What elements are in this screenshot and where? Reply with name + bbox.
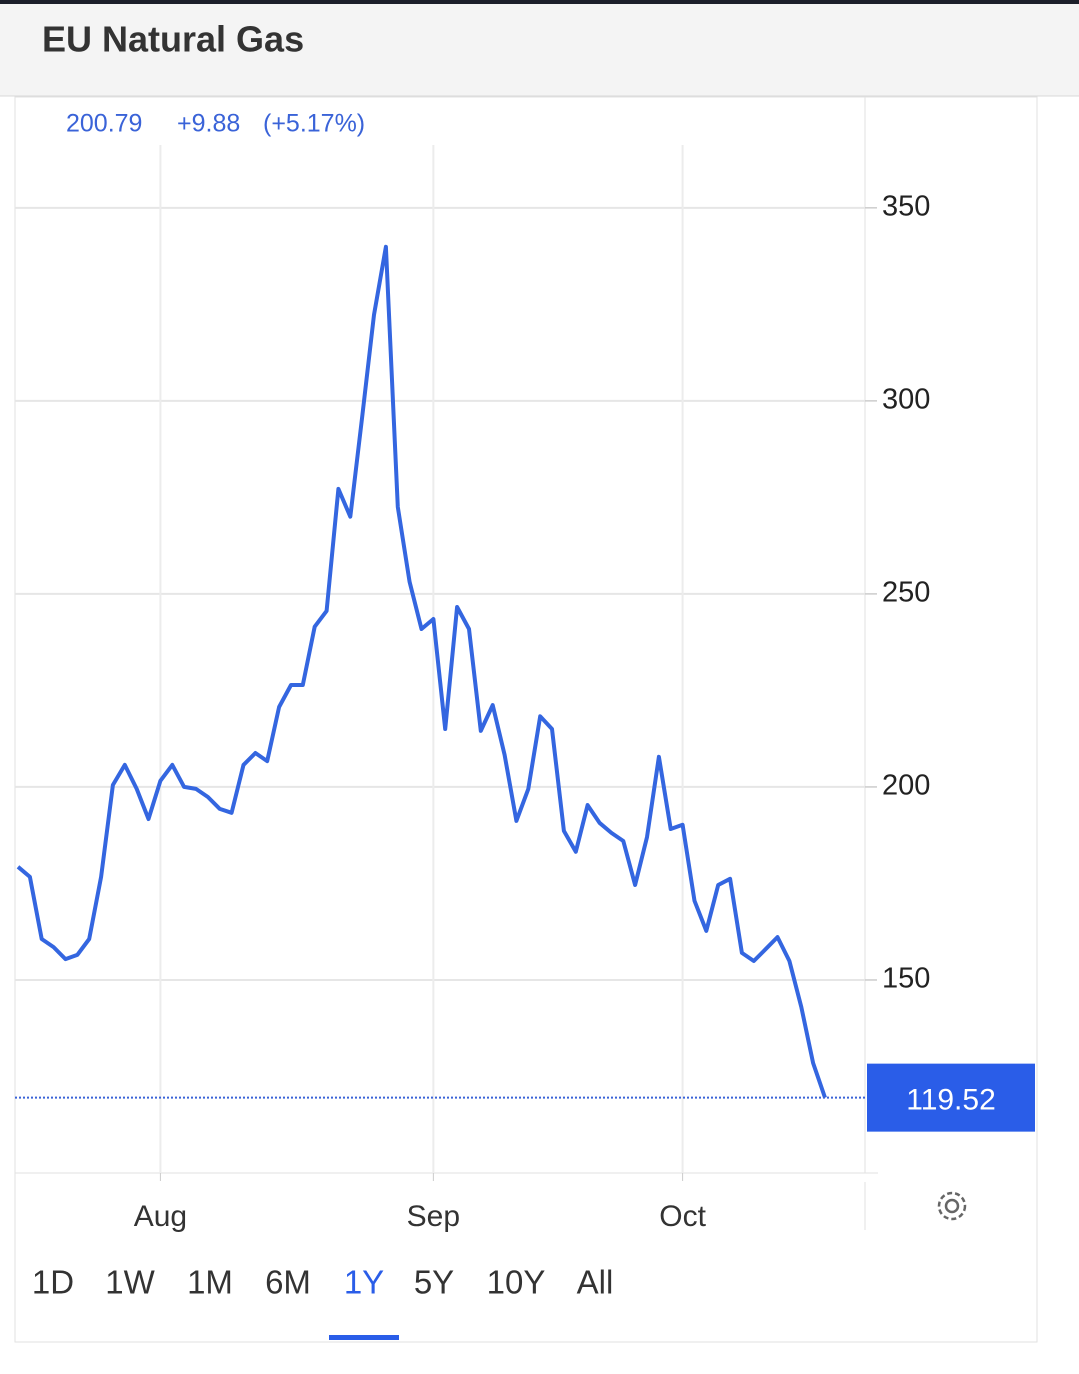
x-tick-label: Sep [407,1200,460,1233]
quote-price: 200.79 [66,110,142,138]
x-tick-label: Aug [134,1200,187,1233]
top-border [0,0,1079,4]
header-bar [0,0,1079,96]
page-title: EU Natural Gas [42,19,304,60]
settings-icon[interactable] [937,1191,967,1221]
quote-change-percent: (+5.17%) [263,110,365,138]
range-button[interactable]: 1Y [344,1264,384,1301]
y-tick-label: 150 [882,963,930,995]
range-button[interactable]: 5Y [414,1264,454,1301]
current-value-box [867,1063,1035,1132]
range-button[interactable]: 6M [265,1264,311,1301]
y-tick-label: 350 [882,190,930,222]
y-tick-label: 300 [882,384,930,416]
y-tick-label: 200 [882,770,930,802]
quote-change: +9.88 [177,110,240,138]
gear-inner [944,1198,960,1214]
y-tick-label: 250 [882,577,930,609]
card-border [14,96,1038,1343]
range-button[interactable]: 1D [32,1264,74,1301]
range-button[interactable]: 1W [105,1264,155,1301]
gear-outer [937,1191,967,1221]
x-tick-label: Oct [659,1200,706,1233]
range-button[interactable]: 1M [187,1264,233,1301]
range-underline [329,1335,399,1340]
current-value-label: 119.52 [906,1084,996,1117]
price-line [16,244,827,1099]
range-button[interactable]: 10Y [487,1264,546,1301]
range-button[interactable]: All [577,1264,614,1301]
